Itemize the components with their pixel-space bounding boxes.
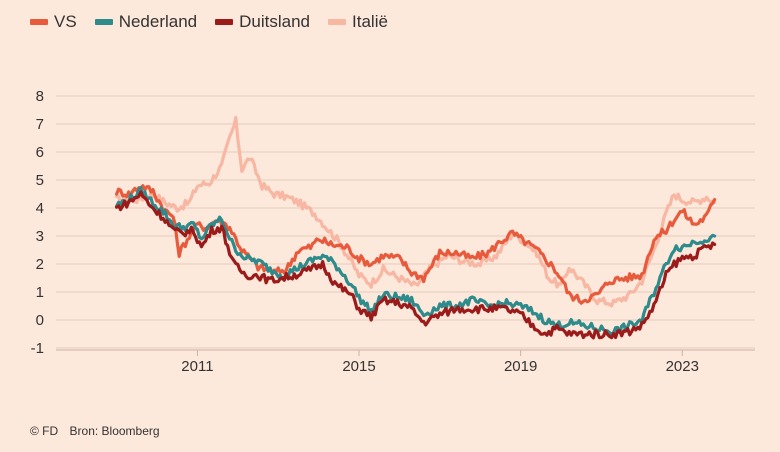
legend-label-nederland: Nederland <box>118 12 198 31</box>
y-tick-label-1: 1 <box>36 284 44 301</box>
legend-swatch-vs <box>30 19 48 25</box>
legend-label-vs: VS <box>54 12 77 31</box>
x-tick-label-2015: 2015 <box>342 358 375 375</box>
legend-item-nederland: Nederland <box>94 12 198 32</box>
y-tick-label-2: 2 <box>36 256 44 273</box>
source-text: Bron: Bloomberg <box>69 424 160 438</box>
y-tick-label-3: 3 <box>36 228 44 245</box>
series-line-italie <box>114 115 717 308</box>
legend: VS Nederland Duitsland Italië <box>30 12 388 32</box>
legend-item-duitsland: Duitsland <box>215 12 310 32</box>
x-tick-label-2023: 2023 <box>666 358 699 375</box>
x-tick-label-2011: 2011 <box>181 358 213 375</box>
legend-item-vs: VS <box>30 12 77 32</box>
legend-swatch-duitsland <box>215 19 234 25</box>
x-tick-label-2019: 2019 <box>504 358 537 375</box>
legend-swatch-italie <box>328 19 347 25</box>
source-note: © FD Bron: Bloomberg <box>30 424 160 438</box>
y-tick-label-7: 7 <box>36 116 44 133</box>
legend-item-italie: Italië <box>328 12 388 32</box>
series-line-nederland <box>114 185 717 336</box>
copyright-text: © FD <box>30 424 59 438</box>
series-line-duitsland <box>114 190 717 340</box>
legend-label-duitsland: Duitsland <box>239 12 311 31</box>
y-tick-label-4: 4 <box>36 200 44 217</box>
y-tick-label-5: 5 <box>36 172 44 189</box>
y-tick-label-6: 6 <box>36 144 44 161</box>
y-tick-label-0: 0 <box>36 312 44 329</box>
y-tick-label--1: -1 <box>31 340 44 357</box>
legend-swatch-nederland <box>94 19 113 25</box>
legend-label-italie: Italië <box>352 12 388 31</box>
y-tick-label-8: 8 <box>36 88 44 105</box>
